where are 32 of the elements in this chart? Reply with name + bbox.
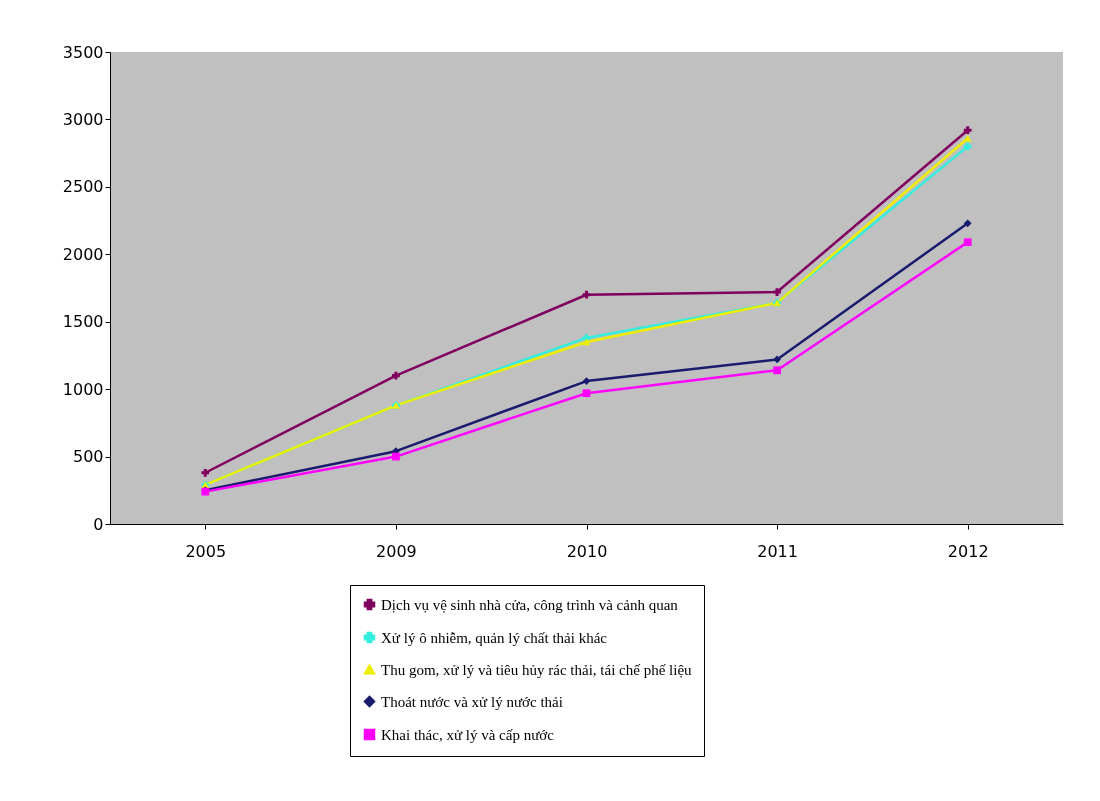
x-tick-label: 2010	[566, 541, 608, 561]
legend-label: Thoát nước và xử lý nước thải	[381, 693, 563, 710]
x-tick-label: 2012	[947, 541, 989, 561]
y-tick-label: 500	[72, 447, 104, 467]
point	[582, 389, 591, 398]
y-tick-label: 0	[93, 514, 104, 534]
x-tick-label: 2005	[185, 541, 227, 561]
point	[201, 468, 210, 477]
point	[963, 219, 972, 228]
legend-label: Khai thác, xử lý và cấp nước	[381, 726, 555, 743]
legend-label: Thu gom, xử lý và tiêu hủy rác thải, tái chế phế liệu	[381, 661, 693, 678]
point	[582, 290, 591, 299]
y-tick-label: 3000	[62, 109, 104, 129]
point	[582, 377, 591, 385]
point	[963, 126, 972, 135]
point	[392, 452, 400, 461]
point	[392, 371, 400, 380]
x-tick-label: 2009	[376, 541, 417, 561]
y-tick-label: 2500	[62, 177, 104, 197]
point	[963, 238, 972, 247]
y-tick-label: 2000	[62, 244, 104, 264]
y-tick-label: 1500	[62, 312, 104, 332]
point	[773, 288, 781, 296]
point	[773, 366, 781, 375]
legend-label: Dịch vụ vệ sinh nhà cửa, công trình và cảnh quan	[381, 596, 679, 613]
legend-label: Xử lý ô nhiễm, quản lý chất thải khác	[381, 629, 608, 646]
y-tick-label: 1000	[62, 379, 104, 399]
y-tick-label: 3500	[62, 42, 104, 62]
point	[773, 355, 781, 364]
point	[582, 338, 591, 346]
point	[963, 142, 972, 151]
x-tick-label: 2011	[757, 541, 798, 561]
